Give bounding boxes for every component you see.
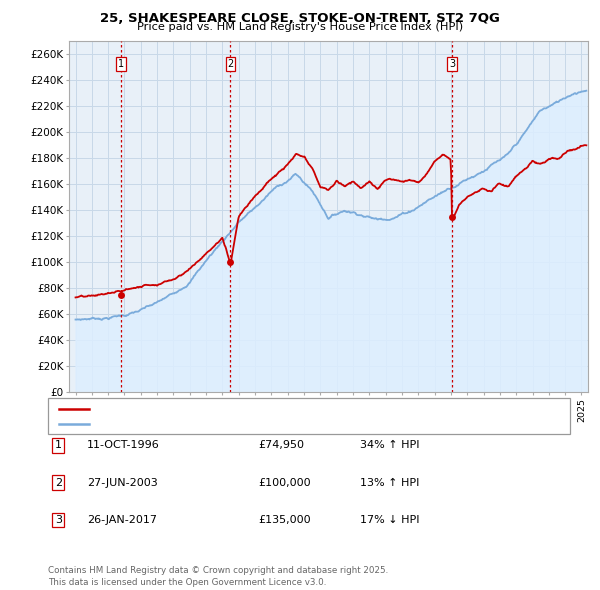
Text: 3: 3 [449,59,455,69]
Text: 25, SHAKESPEARE CLOSE, STOKE-ON-TRENT, ST2 7QG (detached house): 25, SHAKESPEARE CLOSE, STOKE-ON-TRENT, S… [96,404,457,414]
Text: 13% ↑ HPI: 13% ↑ HPI [360,478,419,487]
Text: 17% ↓ HPI: 17% ↓ HPI [360,515,419,525]
Text: 3: 3 [55,515,62,525]
Text: £135,000: £135,000 [258,515,311,525]
Text: 26-JAN-2017: 26-JAN-2017 [87,515,157,525]
Text: 34% ↑ HPI: 34% ↑ HPI [360,441,419,450]
Text: Contains HM Land Registry data © Crown copyright and database right 2025.
This d: Contains HM Land Registry data © Crown c… [48,566,388,587]
Text: HPI: Average price, detached house, Stoke-on-Trent: HPI: Average price, detached house, Stok… [96,419,352,429]
Text: 25, SHAKESPEARE CLOSE, STOKE-ON-TRENT, ST2 7QG: 25, SHAKESPEARE CLOSE, STOKE-ON-TRENT, S… [100,12,500,25]
Text: 11-OCT-1996: 11-OCT-1996 [87,441,160,450]
Text: 1: 1 [118,59,124,69]
Text: £74,950: £74,950 [258,441,304,450]
Text: 2: 2 [227,59,233,69]
Text: Price paid vs. HM Land Registry's House Price Index (HPI): Price paid vs. HM Land Registry's House … [137,22,463,32]
Text: 27-JUN-2003: 27-JUN-2003 [87,478,158,487]
Text: 1: 1 [55,441,62,450]
Text: £100,000: £100,000 [258,478,311,487]
Text: 2: 2 [55,478,62,487]
